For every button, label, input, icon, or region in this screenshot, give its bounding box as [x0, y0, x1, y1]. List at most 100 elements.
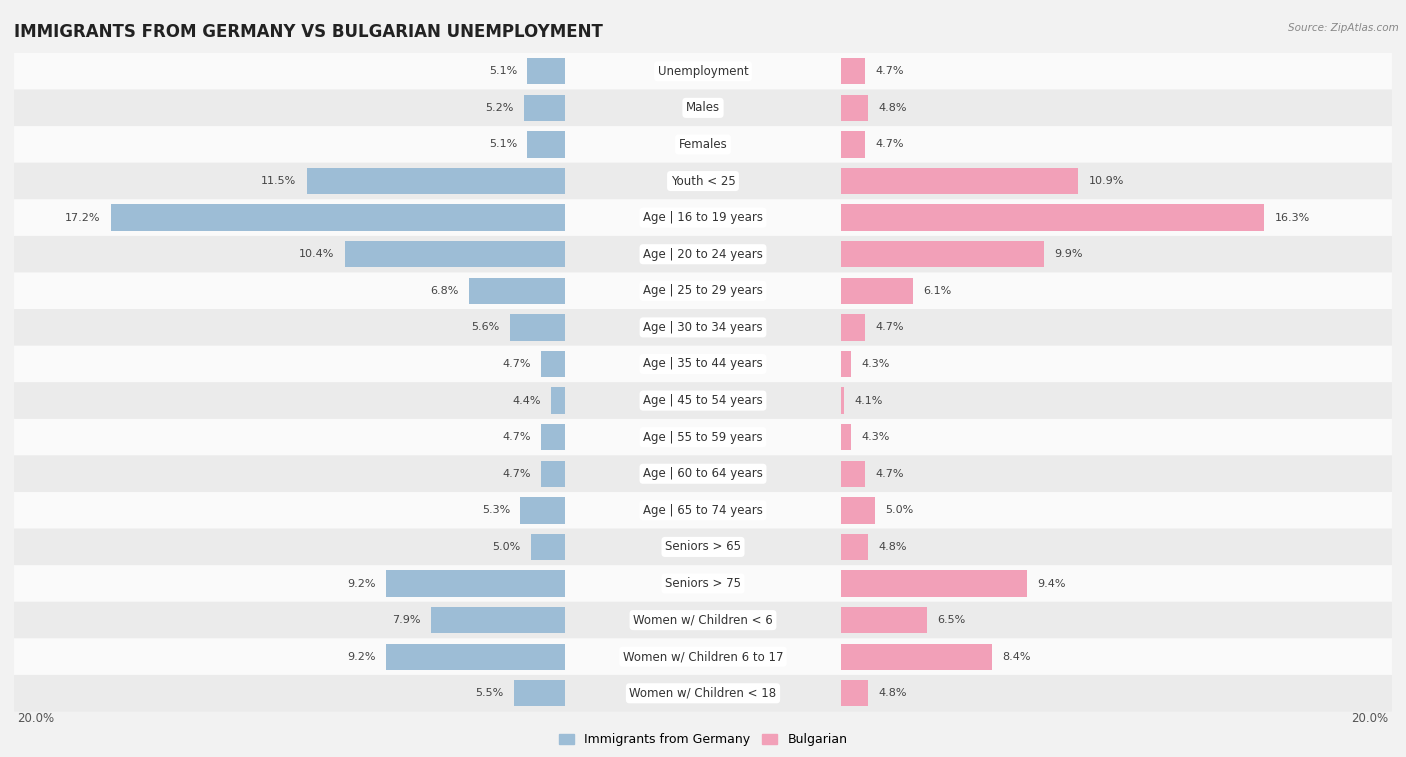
Bar	[841, 643, 993, 670]
Bar	[307, 168, 565, 195]
FancyBboxPatch shape	[14, 602, 1392, 638]
FancyBboxPatch shape	[14, 346, 1392, 382]
Bar	[841, 497, 875, 524]
Text: Age | 35 to 44 years: Age | 35 to 44 years	[643, 357, 763, 370]
Bar	[841, 534, 869, 560]
Text: 4.8%: 4.8%	[879, 103, 907, 113]
Bar	[541, 350, 565, 377]
Text: 4.7%: 4.7%	[875, 322, 904, 332]
FancyBboxPatch shape	[14, 456, 1392, 492]
FancyBboxPatch shape	[14, 382, 1392, 419]
Text: 4.8%: 4.8%	[879, 542, 907, 552]
FancyBboxPatch shape	[14, 126, 1392, 163]
Text: Source: ZipAtlas.com: Source: ZipAtlas.com	[1288, 23, 1399, 33]
Text: 11.5%: 11.5%	[262, 176, 297, 186]
Text: 5.0%: 5.0%	[886, 506, 914, 516]
Text: 9.2%: 9.2%	[347, 578, 375, 588]
Text: 5.5%: 5.5%	[475, 688, 503, 698]
Legend: Immigrants from Germany, Bulgarian: Immigrants from Germany, Bulgarian	[554, 728, 852, 752]
Text: Females: Females	[679, 138, 727, 151]
Text: 10.4%: 10.4%	[299, 249, 335, 259]
Text: Women w/ Children < 18: Women w/ Children < 18	[630, 687, 776, 699]
Text: 17.2%: 17.2%	[65, 213, 100, 223]
Bar	[430, 607, 565, 634]
Bar	[111, 204, 565, 231]
FancyBboxPatch shape	[14, 236, 1392, 273]
FancyBboxPatch shape	[14, 163, 1392, 199]
FancyBboxPatch shape	[14, 53, 1392, 89]
Text: 20.0%: 20.0%	[1351, 712, 1389, 725]
Text: 5.0%: 5.0%	[492, 542, 520, 552]
FancyBboxPatch shape	[14, 273, 1392, 309]
Text: 5.6%: 5.6%	[471, 322, 499, 332]
Bar	[468, 278, 565, 304]
Text: 4.7%: 4.7%	[502, 359, 531, 369]
Text: 4.1%: 4.1%	[855, 396, 883, 406]
FancyBboxPatch shape	[14, 675, 1392, 712]
Bar	[524, 95, 565, 121]
Text: 9.2%: 9.2%	[347, 652, 375, 662]
Text: 5.1%: 5.1%	[489, 67, 517, 76]
Text: 5.2%: 5.2%	[485, 103, 513, 113]
FancyBboxPatch shape	[14, 528, 1392, 565]
FancyBboxPatch shape	[14, 309, 1392, 346]
Bar	[387, 570, 565, 597]
Text: 20.0%: 20.0%	[17, 712, 55, 725]
Bar	[387, 643, 565, 670]
Text: Women w/ Children < 6: Women w/ Children < 6	[633, 614, 773, 627]
FancyBboxPatch shape	[14, 89, 1392, 126]
Text: Age | 45 to 54 years: Age | 45 to 54 years	[643, 394, 763, 407]
Text: 4.7%: 4.7%	[502, 469, 531, 478]
Bar	[841, 58, 865, 85]
Text: Unemployment: Unemployment	[658, 65, 748, 78]
Bar	[841, 95, 869, 121]
Bar	[841, 570, 1026, 597]
Text: 4.7%: 4.7%	[502, 432, 531, 442]
Bar	[841, 131, 865, 157]
Bar	[841, 278, 912, 304]
Text: 5.1%: 5.1%	[489, 139, 517, 149]
Text: Age | 25 to 29 years: Age | 25 to 29 years	[643, 285, 763, 298]
Bar	[527, 58, 565, 85]
Bar	[531, 534, 565, 560]
Text: Age | 65 to 74 years: Age | 65 to 74 years	[643, 504, 763, 517]
Text: 9.4%: 9.4%	[1038, 578, 1066, 588]
Text: Age | 55 to 59 years: Age | 55 to 59 years	[643, 431, 763, 444]
Bar	[841, 314, 865, 341]
Bar	[344, 241, 565, 267]
Bar	[841, 460, 865, 487]
Text: Age | 30 to 34 years: Age | 30 to 34 years	[643, 321, 763, 334]
Bar	[841, 204, 1264, 231]
Bar	[841, 388, 844, 414]
Text: 9.9%: 9.9%	[1054, 249, 1083, 259]
Text: 4.8%: 4.8%	[879, 688, 907, 698]
FancyBboxPatch shape	[14, 419, 1392, 456]
Bar	[841, 424, 851, 450]
Bar	[520, 497, 565, 524]
Text: 4.3%: 4.3%	[862, 432, 890, 442]
Bar	[841, 680, 869, 706]
Text: 4.7%: 4.7%	[875, 139, 904, 149]
FancyBboxPatch shape	[14, 199, 1392, 236]
Text: Seniors > 75: Seniors > 75	[665, 577, 741, 590]
Text: 6.1%: 6.1%	[924, 286, 952, 296]
Text: 4.7%: 4.7%	[875, 469, 904, 478]
Text: 7.9%: 7.9%	[392, 615, 420, 625]
Bar	[841, 607, 927, 634]
Text: 4.4%: 4.4%	[513, 396, 541, 406]
Text: Age | 20 to 24 years: Age | 20 to 24 years	[643, 248, 763, 260]
Text: 4.3%: 4.3%	[862, 359, 890, 369]
Bar	[841, 241, 1045, 267]
Bar	[841, 168, 1078, 195]
Text: 6.5%: 6.5%	[938, 615, 966, 625]
Bar	[527, 131, 565, 157]
Text: 10.9%: 10.9%	[1088, 176, 1125, 186]
Bar	[541, 460, 565, 487]
Text: Seniors > 65: Seniors > 65	[665, 540, 741, 553]
Text: Age | 60 to 64 years: Age | 60 to 64 years	[643, 467, 763, 480]
Text: Women w/ Children 6 to 17: Women w/ Children 6 to 17	[623, 650, 783, 663]
FancyBboxPatch shape	[14, 565, 1392, 602]
FancyBboxPatch shape	[14, 492, 1392, 528]
Bar	[541, 424, 565, 450]
Bar	[510, 314, 565, 341]
